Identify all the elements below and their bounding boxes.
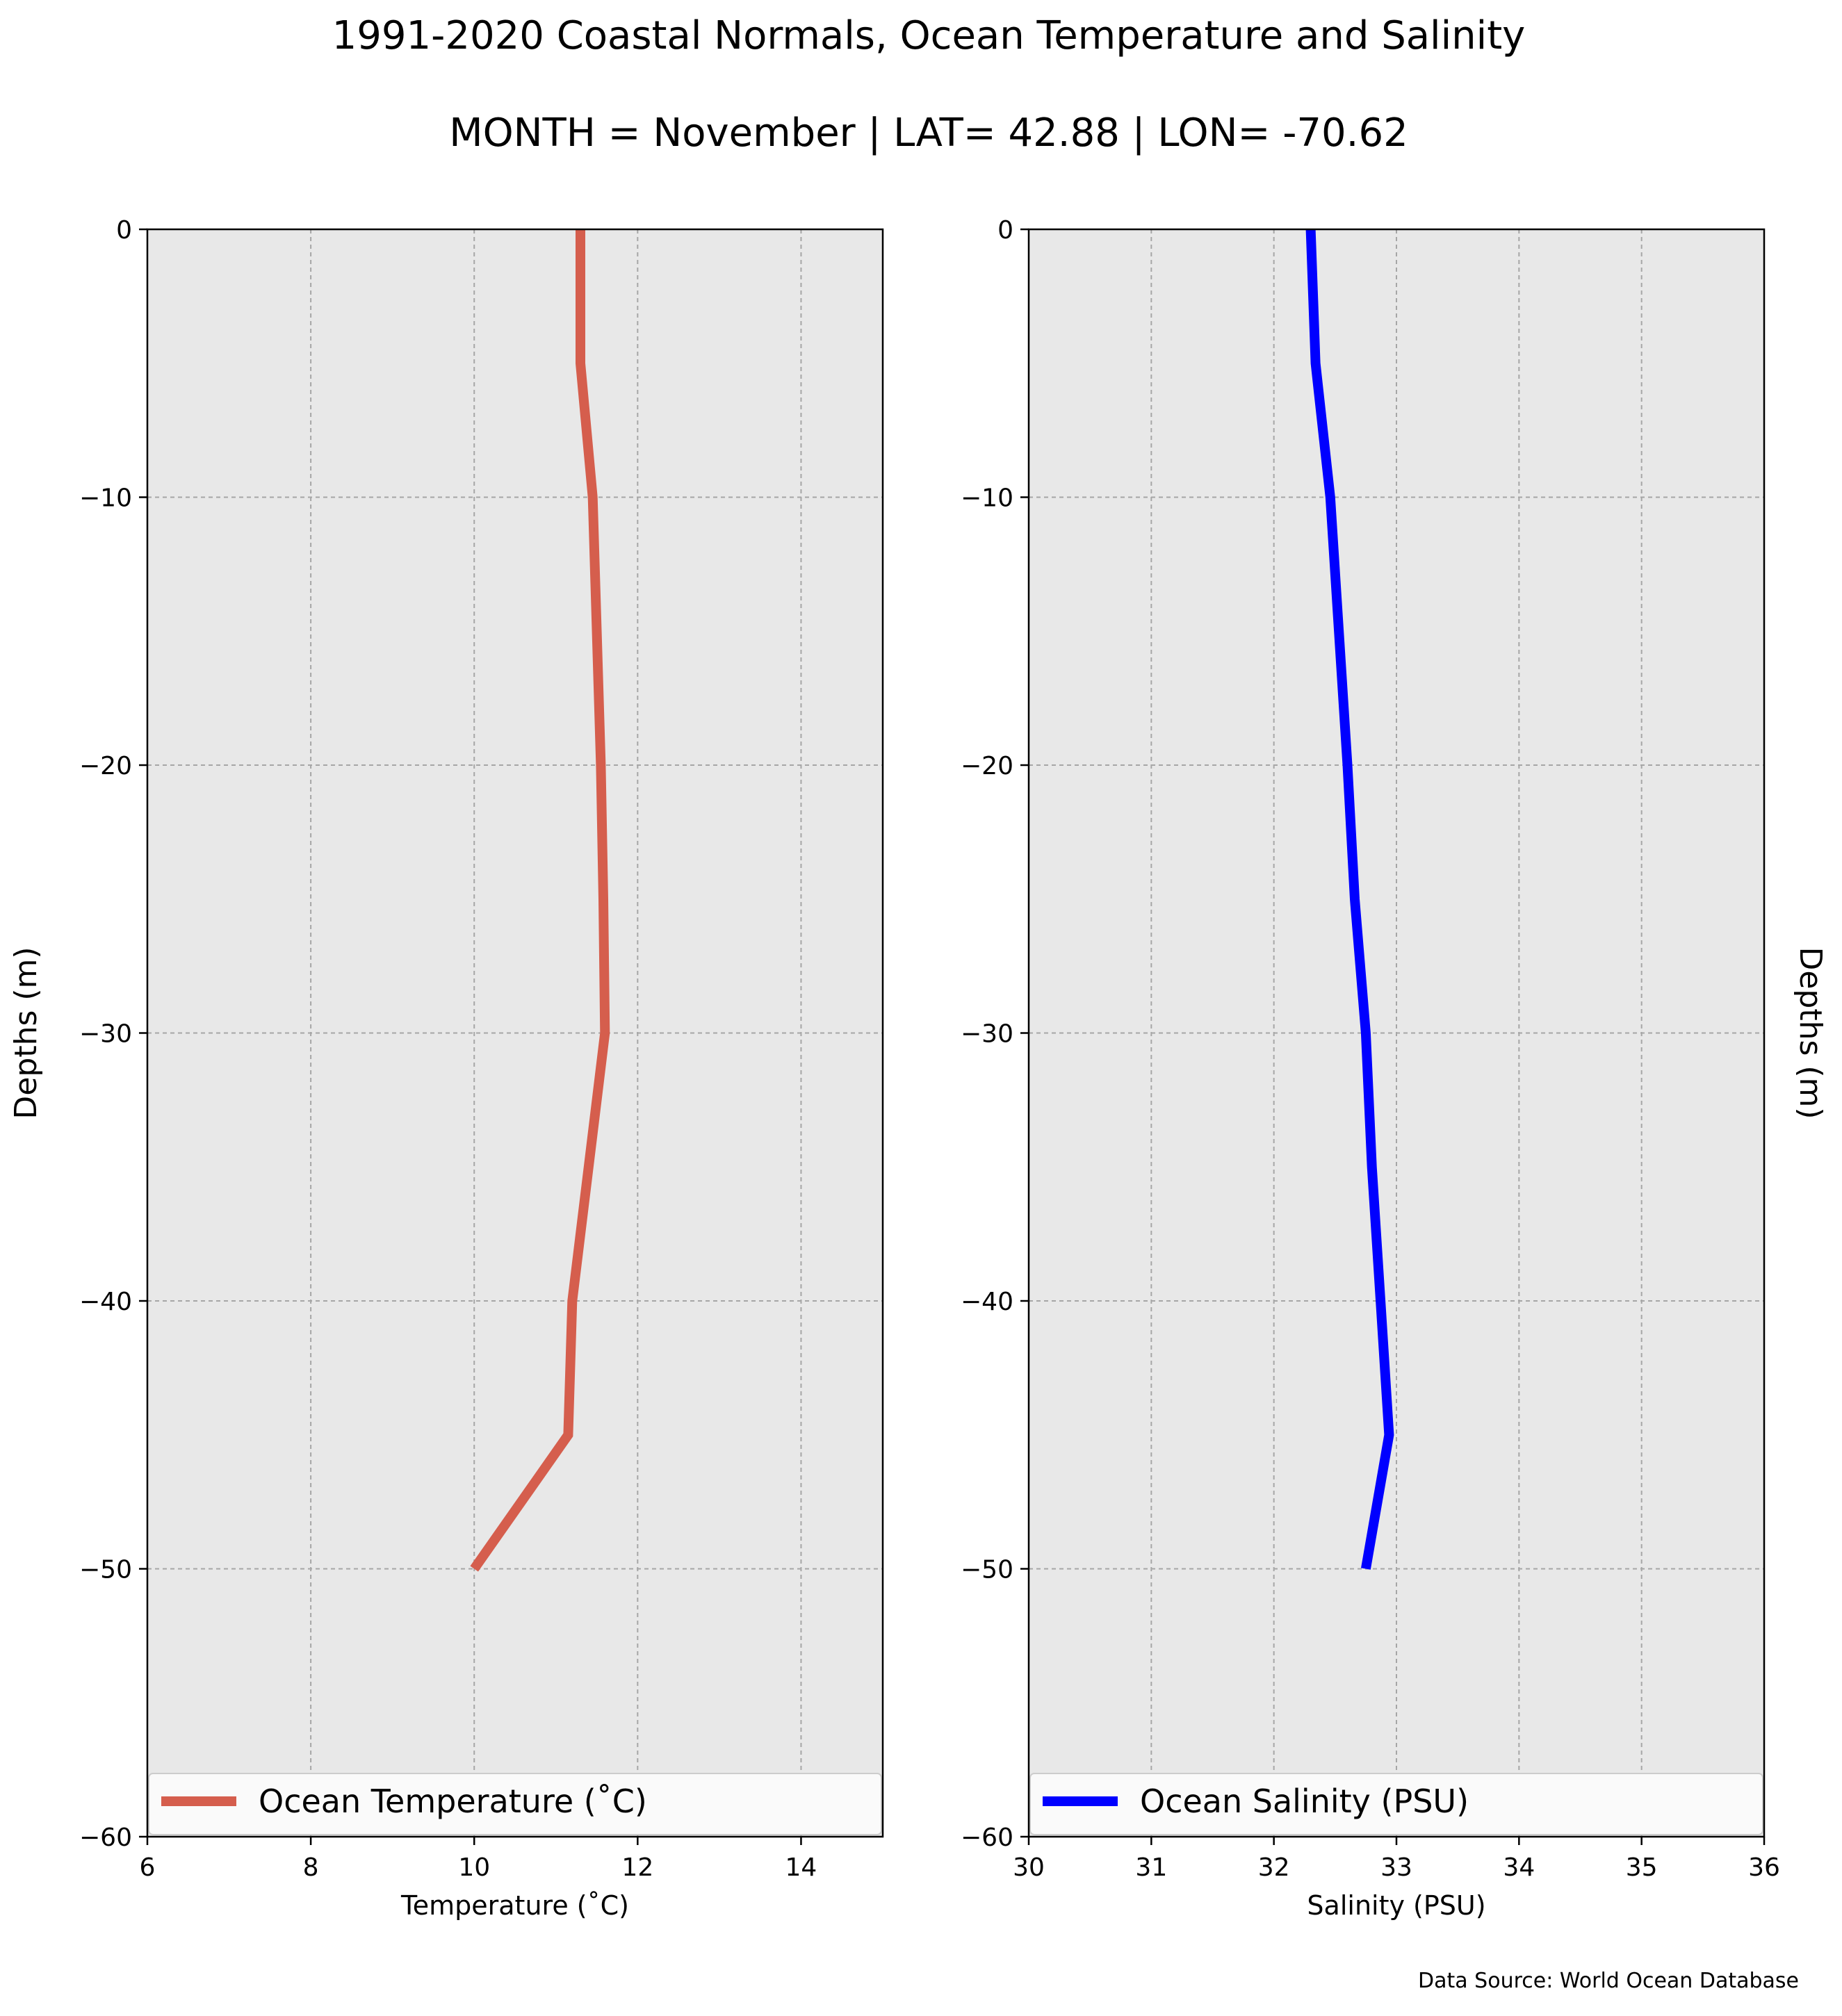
temperature-ytick-label: −30: [79, 1020, 132, 1049]
salinity-xtick-label: 32: [1258, 1853, 1290, 1882]
salinity-panel: Ocean Salinity (PSU) 30 31 32 33 34 35 36 0 −10 −2…: [961, 216, 1828, 1921]
salinity-ytick-label: −10: [961, 484, 1013, 513]
salinity-xtick-label: 34: [1503, 1853, 1535, 1882]
temperature-xtick-label: 12: [621, 1853, 653, 1882]
legend-label: Ocean Salinity (PSU): [1140, 1783, 1469, 1820]
salinity-ytick-label: −20: [961, 752, 1013, 780]
salinity-xtick-label: 33: [1380, 1853, 1412, 1882]
temperature-y-axis-label: Depths (m): [8, 946, 44, 1119]
temperature-ytick-label: −20: [79, 752, 132, 780]
salinity-ytick-label: −50: [961, 1556, 1013, 1584]
data-source-note: Data Source: World Ocean Database: [1418, 1969, 1799, 1993]
salinity-ytick-label: −40: [961, 1288, 1013, 1316]
temperature-x-axis-label: Temperature (˚C): [400, 1890, 629, 1921]
chart-subtitle: MONTH = November | LAT= 42.88 | LON= -70…: [449, 110, 1408, 156]
salinity-xtick-label: 31: [1135, 1853, 1167, 1882]
temperature-ytick-label: −50: [79, 1556, 132, 1584]
temperature-series-line: [470, 229, 610, 1572]
salinity-x-axis-label: Salinity (PSU): [1307, 1890, 1485, 1921]
temperature-ytick-label: −60: [79, 1824, 132, 1852]
salinity-ytick-label: −60: [961, 1824, 1013, 1852]
temperature-xtick-label: 6: [140, 1853, 156, 1882]
legend-box: [1029, 1773, 1763, 1835]
temperature-legend: Ocean Temperature (˚C): [148, 1773, 882, 1835]
chart-title: 1991-2020 Coastal Normals, Ocean Tempera…: [332, 13, 1526, 58]
temperature-ytick-label: −10: [79, 484, 132, 513]
temperature-ytick-label: 0: [116, 216, 132, 245]
salinity-xtick-label: 35: [1626, 1853, 1658, 1882]
salinity-y-axis-label: Depths (m): [1793, 946, 1828, 1119]
salinity-xtick-label: 36: [1748, 1853, 1780, 1882]
legend-box: [148, 1773, 882, 1835]
salinity-xtick-label: 30: [1013, 1853, 1045, 1882]
salinity-ytick-label: −30: [961, 1020, 1013, 1049]
salinity-series-line: [1305, 229, 1394, 1570]
legend-label: Ocean Temperature (˚C): [259, 1783, 647, 1820]
salinity-ytick-label: 0: [997, 216, 1013, 245]
temperature-xtick-label: 8: [303, 1853, 319, 1882]
temperature-ytick-label: −40: [79, 1288, 132, 1316]
salinity-legend: Ocean Salinity (PSU): [1029, 1773, 1763, 1835]
temperature-panel: Ocean Temperature (˚C) 6 8 10 12 14 0 −10 −20 −30…: [8, 216, 884, 1921]
temperature-xtick-label: 10: [458, 1853, 490, 1882]
temperature-xtick-label: 14: [785, 1853, 817, 1882]
